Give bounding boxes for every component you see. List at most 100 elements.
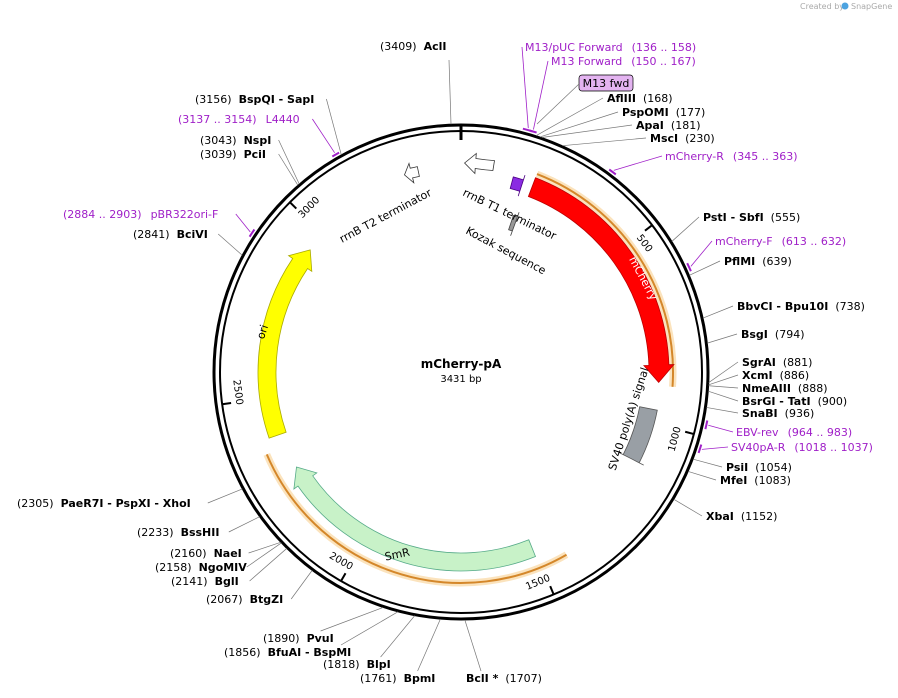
site-connector bbox=[380, 615, 415, 658]
site-name: NaeI bbox=[214, 547, 242, 560]
site-connector bbox=[693, 458, 723, 468]
primer-name: M13/pUC Forward bbox=[525, 41, 623, 54]
feature-t1 bbox=[464, 152, 495, 175]
primer-range: (150 .. 167) bbox=[631, 55, 696, 68]
primer-label: EBV-rev (964 .. 983) bbox=[736, 426, 852, 439]
primer-connector bbox=[690, 240, 713, 267]
primer-mark bbox=[704, 420, 709, 430]
site-name: BbvCI - Bpu10I bbox=[737, 300, 828, 313]
primer-connector bbox=[235, 213, 251, 233]
site-connector bbox=[417, 618, 441, 672]
feature-t2 bbox=[404, 162, 420, 184]
site-position: (881) bbox=[783, 356, 813, 369]
feature-label: M13 fwd bbox=[583, 77, 630, 90]
site-label: PstI - SbfI (555) bbox=[703, 211, 800, 224]
site-position: (900) bbox=[818, 395, 848, 408]
site-position: (1054) bbox=[755, 461, 792, 474]
site-label: (2841) BciVI bbox=[133, 228, 208, 241]
site-label: (1761) BpmI bbox=[360, 672, 435, 685]
credit: Created by bbox=[800, 2, 844, 11]
site-name: SnaBI bbox=[742, 407, 778, 420]
site-position: (1152) bbox=[741, 510, 778, 523]
site-connector bbox=[708, 361, 739, 383]
site-position: (888) bbox=[798, 382, 828, 395]
site-name: BssHII bbox=[181, 526, 220, 539]
feature-label: rrnB T2 terminator bbox=[337, 186, 434, 246]
site-position: (2141) bbox=[171, 575, 208, 588]
site-connector bbox=[688, 471, 717, 481]
highlight bbox=[265, 454, 567, 584]
site-connector bbox=[562, 137, 647, 147]
site-position: (3039) bbox=[200, 148, 237, 161]
primer-connector bbox=[312, 118, 336, 154]
site-connector bbox=[535, 97, 604, 136]
site-label: AflIII (168) bbox=[607, 92, 673, 105]
site-label: (1856) BfuAI - BspMI bbox=[224, 646, 351, 659]
site-connector bbox=[708, 385, 739, 389]
tick-mark bbox=[222, 402, 232, 406]
site-connector bbox=[708, 374, 739, 386]
tick-mark bbox=[289, 201, 298, 210]
site-connector bbox=[290, 570, 313, 600]
site-name: BspQI - SapI bbox=[239, 93, 315, 106]
tick-mark bbox=[684, 430, 695, 436]
site-connector bbox=[326, 98, 342, 155]
site-position: (2305) bbox=[17, 497, 54, 510]
feature-label: ori bbox=[254, 323, 271, 341]
site-label: BsrGI - TatI (900) bbox=[742, 395, 847, 408]
site-label: MscI (230) bbox=[650, 132, 715, 145]
site-connector bbox=[689, 260, 721, 276]
site-name: XbaI bbox=[706, 510, 734, 523]
site-position: (639) bbox=[762, 255, 792, 268]
site-label: (1818) BlpI bbox=[323, 658, 391, 671]
site-name: NgoMIV bbox=[199, 561, 248, 574]
site-connector bbox=[228, 516, 260, 533]
site-name: PvuI bbox=[307, 632, 334, 645]
primer-name: mCherry-F bbox=[715, 235, 773, 248]
site-position: (1890) bbox=[263, 632, 300, 645]
primer-mark bbox=[686, 262, 692, 272]
site-label: BbvCI - Bpu10I (738) bbox=[737, 300, 865, 313]
logo bbox=[841, 2, 849, 10]
primer-mark bbox=[608, 168, 617, 176]
primer-mark bbox=[697, 444, 703, 454]
site-connector bbox=[541, 124, 633, 138]
feature-ori bbox=[257, 249, 313, 439]
primer-connector bbox=[533, 60, 549, 130]
site-name: AflIII bbox=[607, 92, 636, 105]
primer-mark bbox=[331, 151, 340, 158]
site-label: NmeAIII (888) bbox=[742, 382, 828, 395]
site-name: PflMI bbox=[724, 255, 755, 268]
site-label: XcmI (886) bbox=[742, 369, 809, 382]
tick-mark bbox=[644, 224, 653, 232]
site-position: (886) bbox=[780, 369, 810, 382]
site-name: BsrGI - TatI bbox=[742, 395, 811, 408]
tick-label: 1000 bbox=[667, 425, 684, 452]
tick-mark bbox=[549, 585, 555, 595]
site-label: PsiI (1054) bbox=[726, 461, 792, 474]
site-label: BclI * (1707) bbox=[466, 672, 542, 685]
site-label: (2160) NaeI bbox=[170, 547, 242, 560]
site-name: NmeAIII bbox=[742, 382, 791, 395]
primer-name: pBR322ori-F bbox=[151, 208, 219, 221]
site-label: (2141) BglI bbox=[171, 575, 239, 588]
site-position: (2067) bbox=[206, 593, 243, 606]
site-label: BsgI (794) bbox=[741, 328, 805, 341]
primer-range: (136 .. 158) bbox=[632, 41, 697, 54]
site-position: (3409) bbox=[380, 40, 417, 53]
site-connector bbox=[707, 333, 738, 344]
site-position: (1761) bbox=[360, 672, 397, 685]
site-position: (177) bbox=[676, 106, 706, 119]
site-connector bbox=[278, 153, 299, 186]
tick-label: 3000 bbox=[297, 195, 323, 221]
brand: SnapGene bbox=[851, 2, 892, 11]
site-label: (3043) NspI bbox=[200, 134, 271, 147]
site-label: XbaI (1152) bbox=[706, 510, 777, 523]
primer-mark bbox=[528, 129, 537, 134]
primer-range: (1018 .. 1037) bbox=[794, 441, 873, 454]
site-name: BfuAI - BspMI bbox=[268, 646, 352, 659]
primer-label: M13/pUC Forward (136 .. 158) bbox=[525, 41, 696, 54]
site-position: (168) bbox=[643, 92, 673, 105]
site-connector bbox=[706, 407, 739, 414]
feature-smr bbox=[293, 466, 537, 572]
